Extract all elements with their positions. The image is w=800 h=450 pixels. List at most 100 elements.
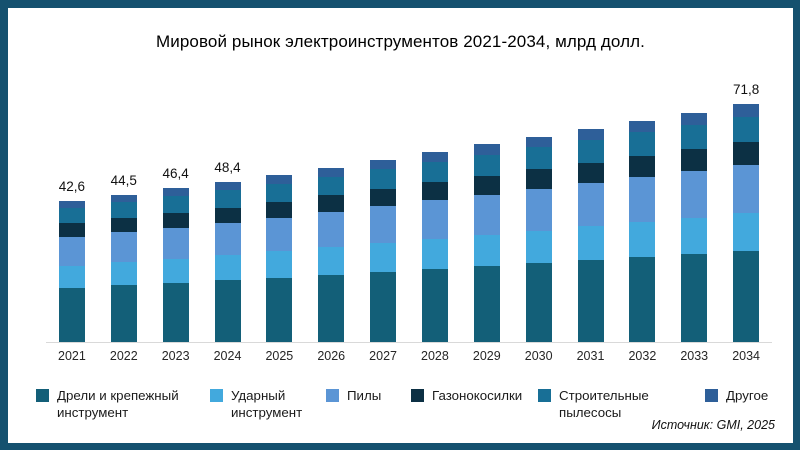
bar-segment xyxy=(473,234,500,266)
bar-segment xyxy=(733,213,760,251)
bar-value-label: 46,4 xyxy=(162,166,189,182)
x-axis-label: 2021 xyxy=(58,349,86,363)
bar-segment xyxy=(162,188,189,197)
bar-segment xyxy=(681,124,708,150)
bar-segment xyxy=(266,217,293,252)
bar-segment xyxy=(525,189,552,231)
bar-segment xyxy=(214,207,241,223)
stacked-bar xyxy=(318,167,345,342)
bar-segment xyxy=(421,200,448,239)
bar-segment xyxy=(473,265,500,342)
source-note: Источник: GMI, 2025 xyxy=(651,418,775,432)
legend-item: Строительные пылесосы xyxy=(538,387,705,422)
bar-segment xyxy=(629,132,656,156)
bar-segment xyxy=(681,217,708,254)
bar-segment xyxy=(577,183,604,227)
bar-segment xyxy=(473,175,500,195)
bar-slot xyxy=(668,86,720,342)
bar-slot xyxy=(461,86,513,342)
x-axis-label: 2033 xyxy=(680,349,709,363)
legend-label: Другое xyxy=(726,388,769,403)
bar-slot: 71,8 xyxy=(720,82,772,342)
legend-item: Дрели и крепежный инструмент xyxy=(36,387,210,422)
bar-segment xyxy=(214,255,241,281)
bar-segment xyxy=(370,243,397,272)
legend-swatch xyxy=(210,389,223,402)
bar-segment xyxy=(110,262,137,286)
bar-segment xyxy=(162,282,189,342)
stacked-bar xyxy=(370,160,397,342)
bar-segment xyxy=(110,285,137,342)
legend-label: Ударный инструмент xyxy=(231,388,303,421)
bar-slot xyxy=(565,86,617,342)
bar-slot xyxy=(513,86,565,342)
x-axis-label: 2026 xyxy=(317,349,346,363)
stacked-bar xyxy=(525,136,552,342)
bar-value-label: 71,8 xyxy=(732,82,760,98)
bar-segment xyxy=(58,237,85,266)
bar-segment xyxy=(421,238,448,269)
x-axis-label: 2023 xyxy=(161,349,190,363)
bar-segment xyxy=(525,136,552,148)
bar-segment xyxy=(733,116,760,143)
legend-item: Другое xyxy=(705,387,768,404)
legend-item: Пилы xyxy=(326,387,411,404)
bar-segment xyxy=(58,223,85,238)
chart-card: Мировой рынок электроинструментов 2021-2… xyxy=(8,8,793,443)
stacked-bar xyxy=(733,104,760,342)
bar-segment xyxy=(162,258,189,283)
bar-segment xyxy=(214,280,241,342)
bar-segment xyxy=(681,112,708,125)
x-axis-label: 2034 xyxy=(732,349,760,363)
bar-value-label: 44,5 xyxy=(110,172,137,188)
bar-segment xyxy=(214,181,241,191)
bar-segment xyxy=(370,160,397,170)
bar-slot xyxy=(357,86,409,342)
bar-segment xyxy=(214,222,241,256)
x-axis-label: 2027 xyxy=(369,349,397,363)
x-axis-label: 2031 xyxy=(576,349,605,363)
bar-segment xyxy=(58,287,85,342)
bar-segment xyxy=(577,226,604,260)
x-axis-label: 2030 xyxy=(524,349,553,363)
bar-segment xyxy=(473,194,500,235)
x-axis-label: 2032 xyxy=(628,349,657,363)
legend-label: Пилы xyxy=(347,388,382,403)
legend-label: Газонокосилки xyxy=(432,388,523,403)
bar-segment xyxy=(629,256,656,342)
bar-segment xyxy=(421,268,448,342)
bar-segment xyxy=(370,271,397,342)
stacked-bar xyxy=(110,194,137,342)
bar-segment xyxy=(58,208,85,224)
bar-segment xyxy=(162,196,189,213)
bar-segment xyxy=(318,195,345,213)
bar-value-label: 42,6 xyxy=(58,179,86,194)
bar-segment xyxy=(421,152,448,162)
bar-segment xyxy=(162,227,189,259)
bar-segment xyxy=(110,202,137,219)
legend-item: Газонокосилки xyxy=(411,387,538,404)
stacked-bar xyxy=(421,152,448,342)
legend-swatch xyxy=(36,389,49,402)
bar-segment xyxy=(629,155,656,178)
bar-segment xyxy=(577,139,604,163)
legend-swatch xyxy=(705,389,718,402)
chart-title: Мировой рынок электроинструментов 2021-2… xyxy=(156,32,645,51)
bar-segment xyxy=(577,162,604,184)
bar-segment xyxy=(421,182,448,201)
bar-segment xyxy=(370,206,397,244)
legend-swatch xyxy=(411,389,424,402)
bar-segment xyxy=(110,218,137,233)
bar-segment xyxy=(58,265,85,288)
legend-swatch xyxy=(538,389,551,402)
bar-slot xyxy=(616,86,668,342)
bar-segment xyxy=(733,142,760,166)
bar-segment xyxy=(266,183,293,202)
bar-segment xyxy=(733,165,760,214)
x-axis-label: 2022 xyxy=(109,349,138,363)
legend-item: Ударный инструмент xyxy=(210,387,326,422)
bar-segment xyxy=(370,188,397,207)
bar-segment xyxy=(733,250,760,342)
bar-segment xyxy=(318,212,345,248)
stacked-bar xyxy=(214,181,241,342)
